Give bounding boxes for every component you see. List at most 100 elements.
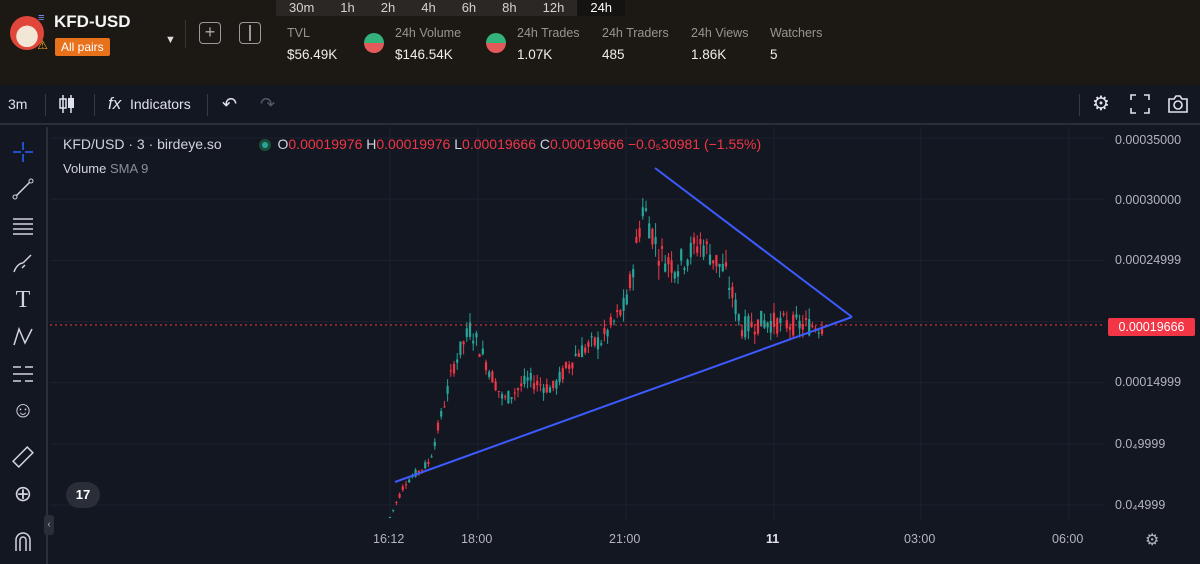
crosshair-glyph — [13, 142, 33, 162]
tab-1h[interactable]: 1h — [340, 0, 355, 15]
candle-body — [577, 353, 580, 357]
y-tick-label: 0.0₄9999 — [1115, 437, 1166, 451]
buy-sell-pie-icon — [486, 33, 506, 53]
text-tool-icon[interactable]: T — [15, 287, 31, 313]
y-tick-label: 0.00035000 — [1115, 133, 1182, 147]
pattern-icon[interactable] — [8, 322, 38, 352]
candle-body — [651, 228, 654, 245]
candle-body — [817, 332, 820, 334]
divider — [207, 94, 208, 116]
prediction-icon[interactable] — [8, 359, 38, 389]
tab-6h[interactable]: 6h — [461, 0, 477, 15]
candle-body — [769, 320, 772, 333]
candle-body — [484, 362, 488, 371]
ruler-glyph — [12, 446, 34, 468]
price-chart[interactable] — [50, 127, 1200, 564]
brush-glyph — [13, 254, 32, 273]
collapse-panel-button[interactable]: ‹ — [44, 515, 54, 535]
tab-24h[interactable]: 24h — [577, 0, 626, 16]
candle-body — [395, 501, 398, 503]
fib-glyph — [13, 218, 33, 235]
candle-body — [392, 509, 395, 511]
high-value: 0.00019976 — [376, 136, 451, 152]
candle-body — [456, 359, 459, 363]
trend-line-icon[interactable] — [8, 174, 38, 204]
chevron-down-icon[interactable]: ▼ — [165, 34, 176, 46]
tab-4h[interactable]: 4h — [421, 0, 436, 15]
candle-body — [548, 387, 552, 393]
brush-icon[interactable] — [8, 248, 38, 278]
candle-body — [622, 298, 625, 311]
change-value: −0.0₅30981 (−1.55%) — [627, 136, 762, 152]
candle-body — [536, 380, 539, 386]
tab-30m[interactable]: 30m — [289, 0, 315, 15]
candle-body — [654, 237, 657, 245]
candle-body — [504, 396, 507, 398]
divider — [45, 94, 46, 116]
crosshair-icon[interactable] — [8, 137, 38, 167]
candle-body — [689, 242, 692, 258]
fx-icon[interactable]: fx — [108, 94, 122, 113]
fib-retracement-icon[interactable] — [8, 211, 38, 241]
x-tick-label: 06:00 — [1052, 532, 1084, 546]
add-chart-button[interactable]: + — [199, 22, 221, 44]
undo-icon[interactable]: ↶ — [222, 94, 238, 114]
candle-body — [820, 328, 824, 335]
candle-body — [683, 268, 686, 270]
candle-body — [808, 319, 811, 336]
open-value: 0.00019976 — [288, 136, 363, 152]
candle-type-button[interactable] — [58, 85, 76, 123]
candle-body — [446, 386, 449, 394]
stat-label: 24h Trades — [517, 26, 580, 40]
all-pairs-badge[interactable]: All pairs — [55, 38, 110, 56]
candles — [388, 198, 824, 518]
fullscreen-button[interactable] — [1130, 85, 1150, 123]
tab-8h[interactable]: 8h — [502, 0, 517, 15]
candle-body — [708, 254, 712, 265]
interval-button[interactable]: 3m — [8, 96, 28, 112]
tradingview-logo[interactable]: 17 — [66, 482, 100, 508]
trend-line-glyph — [12, 178, 34, 200]
magnet-icon[interactable] — [8, 527, 38, 557]
tab-2h[interactable]: 2h — [380, 0, 396, 15]
x-tick-label: 21:00 — [609, 532, 641, 546]
candle-body — [747, 315, 750, 332]
indicators-button[interactable]: Indicators — [130, 96, 191, 112]
resistance-trendline[interactable] — [654, 167, 853, 318]
ruler-icon[interactable] — [8, 442, 38, 472]
emoji-icon[interactable]: ☺ — [11, 397, 35, 422]
candle-body — [596, 337, 600, 350]
candle-body — [804, 317, 808, 320]
candle-body — [734, 299, 737, 315]
candle-body — [440, 411, 443, 417]
token-avatar: ⚠ — [10, 16, 48, 52]
candle-body — [731, 286, 734, 298]
settings-gear-icon[interactable]: ⚙ — [1092, 93, 1110, 115]
screenshot-button[interactable] — [1167, 85, 1189, 123]
axis-settings-icon[interactable]: ⚙ — [1145, 532, 1160, 549]
zoom-in-icon[interactable]: ⊕ — [13, 481, 33, 506]
grid-lines — [50, 127, 1105, 520]
candle-body — [520, 383, 523, 387]
candle-body — [507, 391, 510, 404]
token-selector[interactable]: ⚠ ≡ KFD-USD All pairs ▼ — [8, 10, 188, 60]
candle-body — [670, 260, 673, 273]
redo-icon[interactable]: ↷ — [260, 94, 276, 114]
drawing-tools-panel: T ☺ ⊕ — [0, 127, 48, 564]
candle-body — [660, 246, 664, 249]
low-value: 0.00019666 — [462, 136, 536, 152]
tab-12h[interactable]: 12h — [542, 0, 565, 15]
candle-body — [529, 372, 532, 381]
stat-label: TVL — [287, 26, 310, 40]
candle-body — [433, 442, 436, 447]
support-trendline[interactable] — [394, 316, 853, 483]
candle-body — [712, 260, 715, 264]
candle-body — [756, 319, 760, 334]
warning-icon: ⚠ — [37, 38, 48, 52]
split-layout-button[interactable] — [239, 22, 261, 44]
divider — [94, 94, 95, 116]
stat-value: 5 — [770, 47, 778, 62]
candle-body — [408, 479, 411, 483]
candle-body — [635, 236, 638, 243]
candle-body — [587, 342, 590, 347]
